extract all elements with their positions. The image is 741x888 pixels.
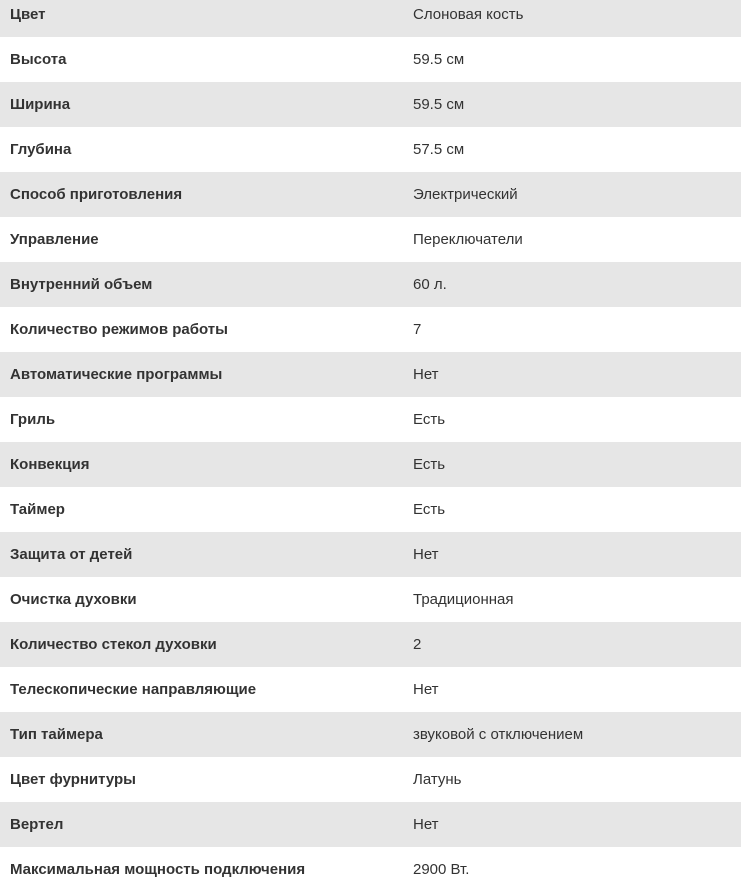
spec-label: Количество стекол духовки bbox=[10, 635, 217, 653]
spec-row: Цвет Слоновая кость bbox=[0, 0, 741, 37]
spec-label: Очистка духовки bbox=[10, 590, 137, 608]
spec-row: Способ приготовления Электрический bbox=[0, 172, 741, 217]
spec-label: Высота bbox=[10, 50, 67, 68]
spec-label: Цвет фурнитуры bbox=[10, 770, 136, 788]
spec-value: Нет bbox=[413, 815, 439, 833]
spec-row: Внутренний объем 60 л. bbox=[0, 262, 741, 307]
spec-row: Количество режимов работы 7 bbox=[0, 307, 741, 352]
spec-value: Есть bbox=[413, 500, 446, 518]
spec-row: Телескопические направляющие Нет bbox=[0, 667, 741, 712]
spec-row: Высота 59.5 см bbox=[0, 37, 741, 82]
spec-label: Тип таймера bbox=[10, 725, 103, 743]
spec-label: Управление bbox=[10, 230, 99, 248]
spec-row: Таймер Есть bbox=[0, 487, 741, 532]
spec-value: 59.5 см bbox=[413, 95, 465, 113]
spec-label: Способ приготовления bbox=[10, 185, 183, 203]
spec-value: Нет bbox=[413, 680, 439, 698]
spec-label: Автоматические программы bbox=[10, 365, 223, 383]
spec-value: 60 л. bbox=[413, 275, 447, 293]
spec-value: 2 bbox=[413, 635, 422, 653]
spec-row: Очистка духовки Традиционная bbox=[0, 577, 741, 622]
spec-label: Внутренний объем bbox=[10, 275, 153, 293]
spec-value: Переключатели bbox=[413, 230, 523, 248]
spec-value: Есть bbox=[413, 455, 446, 473]
spec-label: Количество режимов работы bbox=[10, 320, 228, 338]
spec-value: 59.5 см bbox=[413, 50, 465, 68]
spec-value: Латунь bbox=[413, 770, 462, 788]
spec-label: Защита от детей bbox=[10, 545, 133, 563]
spec-row: Количество стекол духовки 2 bbox=[0, 622, 741, 667]
spec-row: Гриль Есть bbox=[0, 397, 741, 442]
spec-label: Ширина bbox=[10, 95, 71, 113]
spec-row: Конвекция Есть bbox=[0, 442, 741, 487]
spec-label: Цвет bbox=[10, 5, 46, 23]
spec-row: Защита от детей Нет bbox=[0, 532, 741, 577]
spec-value: Есть bbox=[413, 410, 446, 428]
spec-label: Вертел bbox=[10, 815, 64, 833]
spec-value: 2900 Вт. bbox=[413, 860, 470, 878]
spec-row: Максимальная мощность подключения 2900 В… bbox=[0, 847, 741, 888]
spec-value: Нет bbox=[413, 545, 439, 563]
spec-label: Конвекция bbox=[10, 455, 90, 473]
spec-label: Глубина bbox=[10, 140, 72, 158]
spec-row: Глубина 57.5 см bbox=[0, 127, 741, 172]
spec-label: Гриль bbox=[10, 410, 56, 428]
spec-value: 57.5 см bbox=[413, 140, 465, 158]
spec-value: Традиционная bbox=[413, 590, 514, 608]
spec-row: Вертел Нет bbox=[0, 802, 741, 847]
spec-value: Нет bbox=[413, 365, 439, 383]
spec-label: Телескопические направляющие bbox=[10, 680, 257, 698]
spec-row: Управление Переключатели bbox=[0, 217, 741, 262]
spec-value: 7 bbox=[413, 320, 422, 338]
spec-row: Автоматические программы Нет bbox=[0, 352, 741, 397]
spec-value: звуковой с отключением bbox=[413, 725, 584, 743]
spec-value: Слоновая кость bbox=[413, 5, 524, 23]
spec-row: Тип таймера звуковой с отключением bbox=[0, 712, 741, 757]
spec-label: Максимальная мощность подключения bbox=[10, 860, 306, 878]
spec-row: Ширина 59.5 см bbox=[0, 82, 741, 127]
spec-label: Таймер bbox=[10, 500, 65, 518]
spec-value: Электрический bbox=[413, 185, 518, 203]
spec-row: Цвет фурнитуры Латунь bbox=[0, 757, 741, 802]
